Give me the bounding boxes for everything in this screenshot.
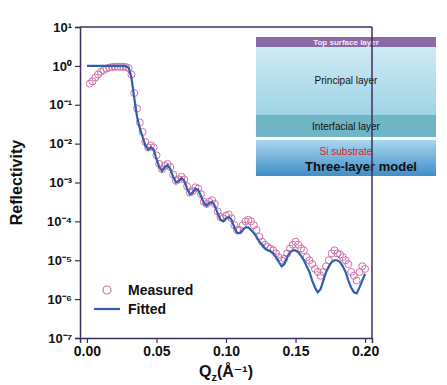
annotation: Three-layer model xyxy=(305,159,417,174)
chart: Top surface layer Principal layer Interfac… xyxy=(0,0,447,385)
x-tick: 0.10 xyxy=(213,338,240,359)
y-tick-label: 10⁻³ xyxy=(49,175,72,190)
y-tick-mark xyxy=(75,105,80,106)
y-tick: 10⁻¹ xyxy=(49,97,80,112)
x-tick-label: 0.15 xyxy=(282,343,309,359)
fitted-line xyxy=(87,66,365,294)
y-tick-mark xyxy=(75,260,80,261)
legend-label: Measured xyxy=(128,282,193,298)
y-tick: 10⁻² xyxy=(49,136,80,151)
plot-area xyxy=(86,63,368,293)
y-tick-mark xyxy=(75,299,80,300)
y-tick-label: 10⁻⁶ xyxy=(48,292,72,307)
annotation: Top surface layer xyxy=(313,38,379,47)
annotation: Interfacial layer xyxy=(312,121,380,132)
y-axis: 10¹ 10⁰ 10⁻¹ 10⁻² 10⁻³ 10⁻⁴ 10⁻⁵ 10⁻⁶ 10⁻⁷ xyxy=(47,20,80,346)
x-tick: 0.05 xyxy=(143,338,170,359)
y-tick: 10⁻⁶ xyxy=(48,292,80,307)
y-tick-mark xyxy=(75,221,80,222)
y-tick-mark xyxy=(75,338,80,339)
inset-layer xyxy=(256,137,436,140)
x-tick: 0.20 xyxy=(352,338,379,359)
y-tick: 10⁰ xyxy=(53,59,80,74)
y-tick-label: 10⁰ xyxy=(53,59,72,74)
annotation: Principal layer xyxy=(315,75,378,86)
data-point xyxy=(362,265,369,272)
x-tick: 0.15 xyxy=(282,338,309,359)
inset xyxy=(256,37,436,176)
legend-label: Fitted xyxy=(128,301,166,317)
inset-layer xyxy=(256,37,436,47)
y-tick-label: 10⁻⁷ xyxy=(48,331,72,346)
y-tick-label: 10⁻⁴ xyxy=(47,214,72,229)
data-point xyxy=(345,261,352,268)
x-axis-title: Qz(Å⁻¹) xyxy=(199,362,253,383)
inset-layer xyxy=(256,115,436,137)
y-tick: 10⁻⁵ xyxy=(47,253,80,268)
y-axis-title: Reflectivity xyxy=(8,140,25,225)
legend-swatch xyxy=(103,286,111,294)
y-tick-label: 10⁻² xyxy=(49,136,72,151)
legend: Measured Fitted xyxy=(94,282,193,317)
annotation: Si substrate xyxy=(320,146,373,157)
x-tick-label: 0.00 xyxy=(74,343,101,359)
y-tick-mark xyxy=(75,182,80,183)
x-tick-label: 0.05 xyxy=(143,343,170,359)
y-tick: 10¹ xyxy=(53,20,80,35)
x-tick-label: 0.20 xyxy=(352,343,379,359)
frame xyxy=(80,26,372,28)
data-point xyxy=(353,277,360,284)
x-tick: 0.00 xyxy=(74,338,101,359)
inset-layer xyxy=(256,140,436,176)
y-tick-mark xyxy=(75,27,80,28)
data-point xyxy=(300,247,307,254)
inset-layer xyxy=(256,47,436,115)
y-tick-mark xyxy=(75,66,80,67)
y-axis-line xyxy=(75,28,81,339)
y-tick: 10⁻⁴ xyxy=(47,214,80,229)
legend-swatch xyxy=(94,308,120,310)
y-tick-label: 10⁻¹ xyxy=(49,97,72,112)
y-tick-mark xyxy=(75,144,80,145)
x-axis: 0.00 0.05 0.10 0.15 0.20 xyxy=(74,338,380,359)
x-tick-label: 0.10 xyxy=(213,343,240,359)
y-tick: 10⁻³ xyxy=(49,175,80,190)
frame xyxy=(371,27,373,338)
y-tick-label: 10¹ xyxy=(53,20,72,35)
y-tick-label: 10⁻⁵ xyxy=(47,253,72,268)
y-tick: 10⁻⁷ xyxy=(48,331,80,346)
